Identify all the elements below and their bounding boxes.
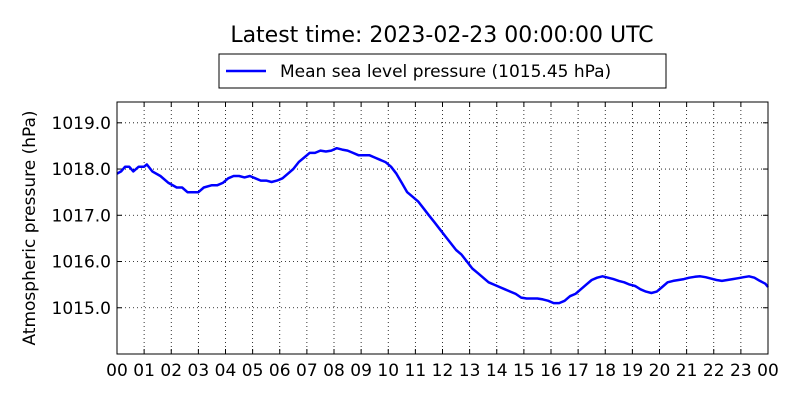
grid-lines: [117, 102, 768, 354]
x-tick-label: 00: [757, 361, 779, 381]
y-tick-label: 1017.0: [52, 206, 111, 226]
chart-title: Latest time: 2023-02-23 00:00:00 UTC: [230, 23, 653, 48]
x-tick-label: 07: [296, 361, 318, 381]
x-tick-label: 20: [649, 361, 671, 381]
x-tick-label: 18: [594, 361, 616, 381]
y-tick-label: 1016.0: [52, 253, 111, 273]
y-axis-label: Atmospheric pressure (hPa): [20, 110, 40, 345]
x-tick-label: 19: [622, 361, 644, 381]
series-layer: [116, 146, 769, 305]
x-tick-label: 01: [133, 361, 155, 381]
legend-box: [218, 53, 667, 89]
x-tick-label: 06: [269, 361, 291, 381]
x-tick-label: 21: [676, 361, 698, 381]
legend: Mean sea level pressure (1015.45 hPa): [218, 53, 667, 89]
x-tick-label: 08: [323, 361, 345, 381]
x-tick-label: 09: [350, 361, 372, 381]
y-tick-label: 1015.0: [52, 299, 111, 319]
x-tick-label: 16: [540, 361, 562, 381]
plot-frame: [116, 101, 769, 355]
series-line-mean-sea-level-pressure: [116, 146, 769, 305]
x-tick-label: 17: [567, 361, 589, 381]
y-tick-label: 1019.0: [52, 114, 111, 134]
x-tick-label: 23: [730, 361, 752, 381]
x-tick-label: 15: [513, 361, 535, 381]
x-tick-label: 11: [405, 361, 427, 381]
legend-entry: Mean sea level pressure (1015.45 hPa): [280, 62, 611, 82]
y-axis: 1015.0 1016.0 1017.0 1018.0 1019.0: [52, 114, 768, 319]
x-tick-label: 02: [160, 361, 182, 381]
x-tick-label: 00: [106, 361, 128, 381]
x-tick-label: 10: [377, 361, 399, 381]
x-tick-label: 04: [215, 361, 237, 381]
x-tick-label: 03: [188, 361, 210, 381]
x-tick-label: 13: [459, 361, 481, 381]
x-tick-label: 22: [703, 361, 725, 381]
x-tick-label: 14: [486, 361, 508, 381]
y-tick-label: 1018.0: [52, 160, 111, 180]
x-tick-label: 05: [242, 361, 264, 381]
x-tick-label: 12: [432, 361, 454, 381]
x-axis: 00 01 02 03 04 05 06 07 08 09 10 11 12 13 14 15 16 17 18 19…: [106, 102, 779, 381]
